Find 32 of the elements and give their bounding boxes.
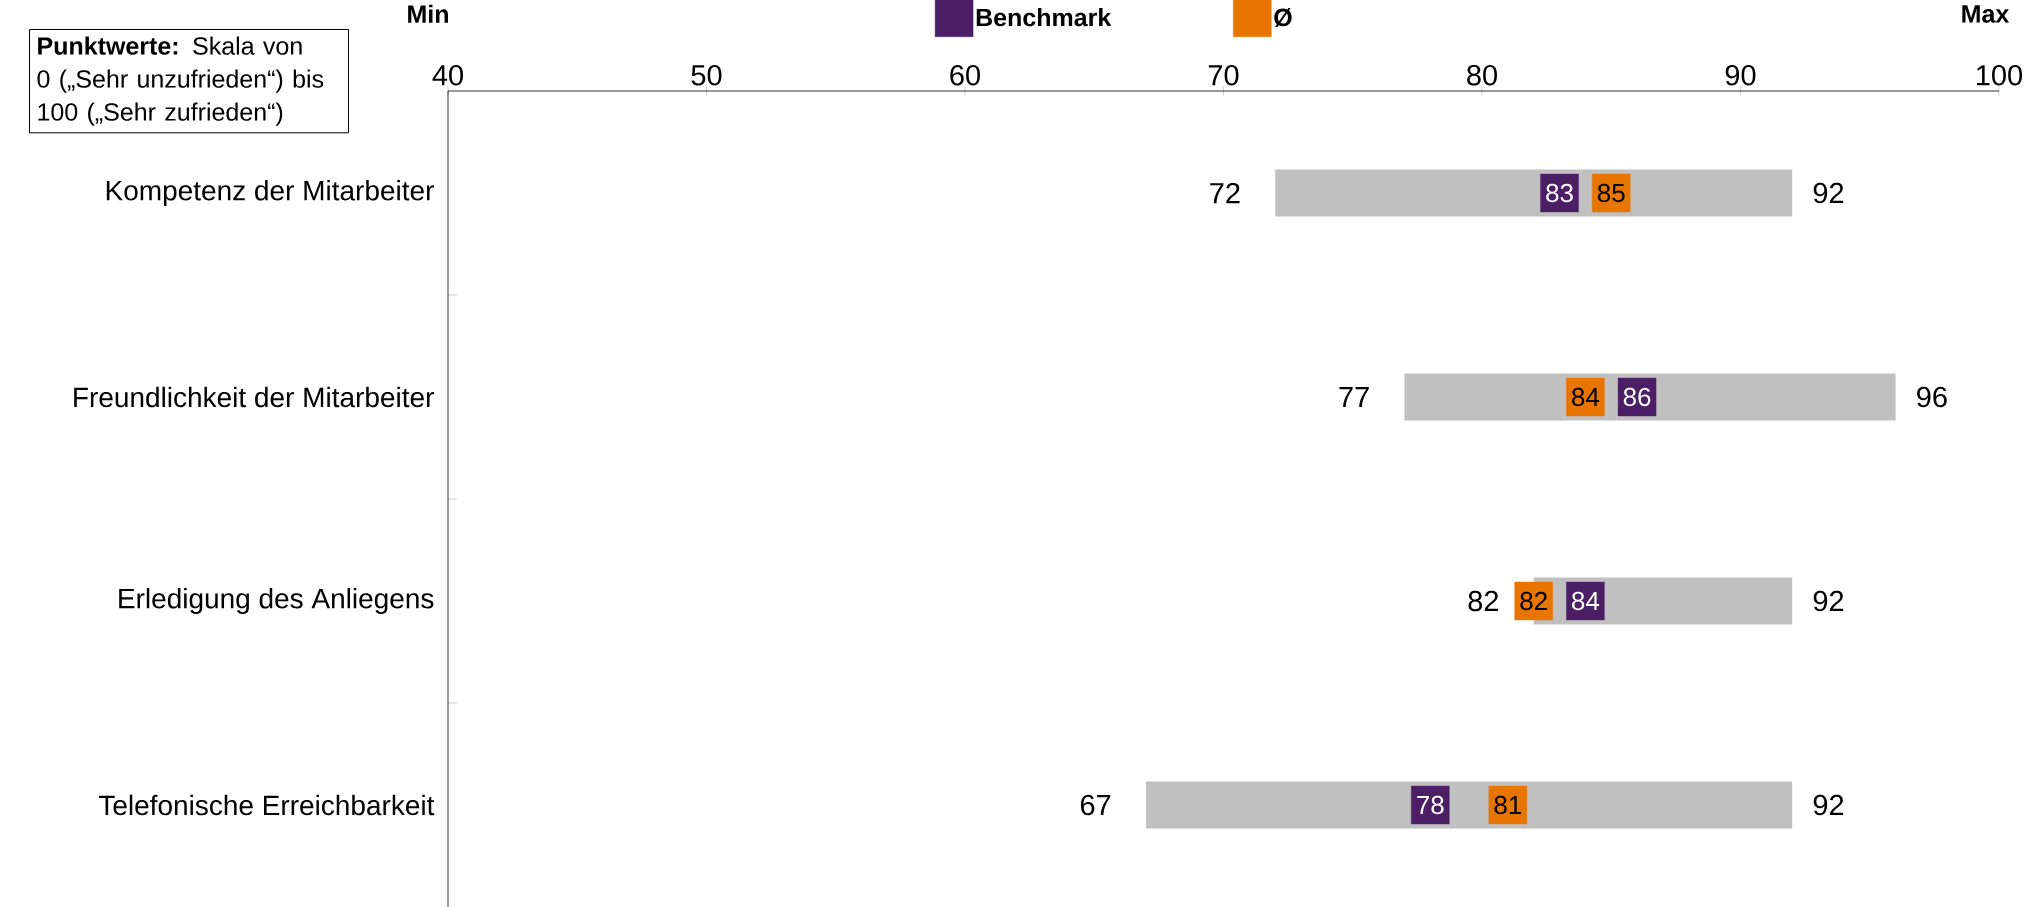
data-label: 82 (1520, 591, 1547, 611)
data-label: 84 (1572, 387, 1600, 407)
x-tick-label: 50 (691, 64, 722, 86)
text: Min (408, 4, 448, 23)
data-label: 84 (1572, 591, 1600, 611)
y-tick-label: Freundlichkeit der Mitarbeiter (74, 386, 434, 408)
data-label: 81 (1494, 795, 1522, 815)
x-tick-label: 80 (1467, 64, 1497, 86)
x-tick-label: 90 (1725, 64, 1756, 86)
annotation: 72 (1210, 182, 1240, 204)
y-tick-label: Kompetenz der Mitarbeiter (106, 179, 434, 207)
data-label: 78 (1417, 795, 1444, 815)
annotation: 77 (1339, 387, 1369, 407)
text: Punktwerte: Skala von 0 („Sehr unzufrieden“) bis 100 („Sehr zufrieden“) (37, 36, 324, 126)
annotation: 92 (1813, 182, 1844, 204)
data-label: 83 (1546, 183, 1573, 203)
annotation: 96 (1917, 386, 1947, 408)
annotation: 82 (1468, 590, 1499, 612)
annotation: 92 (1813, 794, 1844, 816)
y-tick-label: Telefonische Erreichbarkeit (98, 794, 435, 816)
annotation: 92 (1813, 590, 1844, 612)
annotation: 67 (1080, 794, 1111, 816)
legend-label: Benchmark (976, 8, 1112, 27)
text: Max (1962, 5, 2010, 23)
x-tick-label: 60 (950, 64, 980, 86)
data-label: 86 (1623, 387, 1651, 407)
legend-label: Ø (1274, 8, 1292, 27)
y-tick-label: Erledigung des Anliegens (119, 587, 434, 615)
x-tick-label: 100 (1976, 64, 2023, 86)
x-tick-label: 70 (1208, 64, 1239, 86)
x-tick-label: 40 (432, 64, 463, 86)
data-label: 85 (1597, 183, 1625, 203)
